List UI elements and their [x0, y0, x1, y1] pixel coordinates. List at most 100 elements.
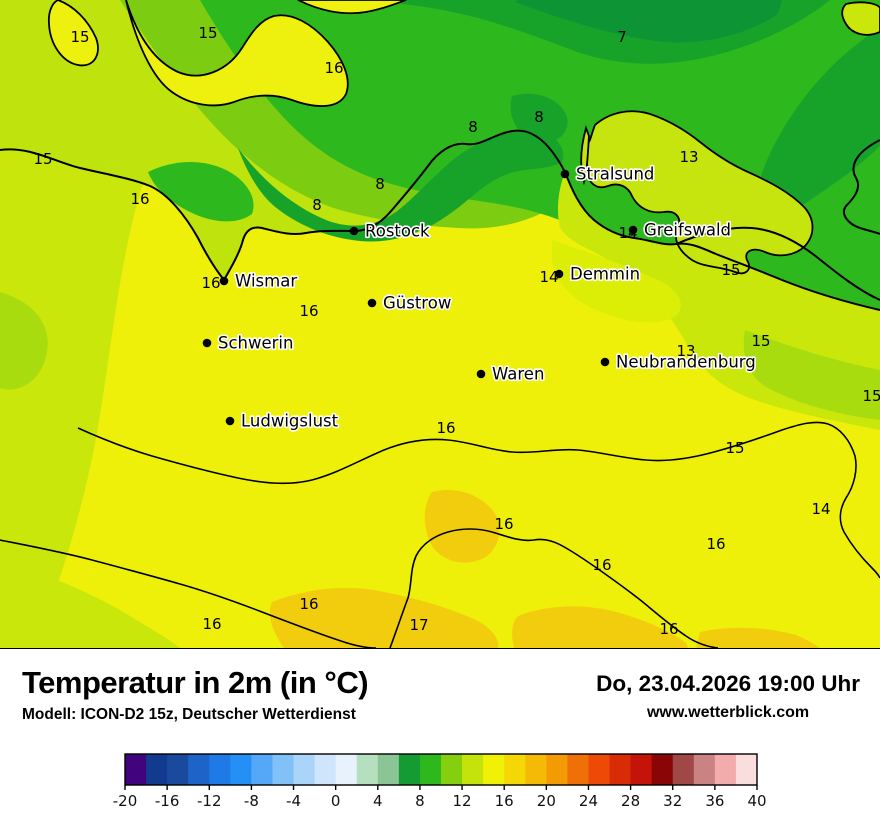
legend-tick-label: -16 [155, 792, 180, 810]
temp-value-label: 16 [324, 59, 343, 77]
boundary-line [842, 139, 880, 235]
legend-cell [462, 754, 484, 785]
city-dot [476, 369, 486, 379]
temperature-zone [424, 490, 500, 563]
temp-value-label: 7 [617, 28, 627, 46]
city-label: Demmin [570, 265, 640, 284]
temperature-values: 15 15167881315881614151416161315151615141… [33, 24, 880, 638]
legend-cell [630, 754, 653, 785]
legend-cell [441, 754, 463, 785]
city-dot [560, 169, 570, 179]
city-markers: Stralsund Rostock Greifswald Wismar Demmin Gü… [202, 163, 757, 432]
legend-tick-label: 36 [705, 792, 724, 810]
city-label: Ludwigslust [241, 412, 339, 431]
temp-value-label: 16 [494, 515, 513, 533]
legend-cell [293, 754, 316, 785]
city-label: Stralsund [576, 165, 654, 184]
legend-cell [672, 754, 695, 785]
temp-value-label: 16 [706, 535, 725, 553]
temperature-zone [510, 93, 568, 143]
temperature-regions [0, 0, 880, 648]
temperature-zone [47, 0, 99, 67]
map-canvas: 15 15167881315881614151416161315151615141… [0, 0, 880, 648]
legend-tick-label: 40 [747, 792, 766, 810]
temperature-zone [696, 627, 820, 648]
legend-cell [693, 754, 716, 785]
legend-tick-label: 12 [453, 792, 472, 810]
temperature-zone [0, 560, 180, 648]
city-dot [225, 416, 235, 426]
temp-value-label: 16 [299, 302, 318, 320]
temperature-zone [584, 110, 814, 275]
legend-cell [146, 754, 168, 785]
legend-cell [714, 754, 737, 785]
legend-tick-label: 20 [537, 792, 556, 810]
coastlines-and-borders [0, 129, 880, 648]
boundary-line [0, 539, 377, 648]
temperature-zone [841, 1, 880, 36]
legend-cell [651, 754, 674, 785]
temperature-zone [0, 292, 48, 390]
temperature-zone [297, 0, 407, 15]
temperature-zone [512, 606, 688, 648]
legend-cell [335, 754, 358, 785]
temperature-legend: -20 -16 -12 -8 -4 0 4 8 12 16 20 24 28 32 36 40 [113, 753, 767, 810]
legend-cell [483, 754, 505, 785]
legend-cell [588, 754, 611, 785]
legend-cell [230, 754, 252, 785]
temp-value-label: 14 [539, 268, 558, 286]
temp-value-label: 15 [721, 261, 740, 279]
legend-cell [209, 754, 231, 785]
boundary-line [564, 171, 880, 311]
legend-tick-label: 28 [621, 792, 640, 810]
temp-value-label: 8 [534, 108, 544, 126]
temperature-zone [552, 240, 681, 323]
temperature-zone [753, 28, 880, 236]
temp-value-label: 8 [312, 196, 322, 214]
city-label: Greifswald [644, 221, 731, 240]
temp-value-label: 16 [201, 274, 220, 292]
temp-value-label: 13 [676, 342, 695, 360]
temperature-zone [269, 587, 499, 648]
footer: Temperatur in 2m (in °C) Modell: ICON-D2… [0, 649, 880, 830]
temp-value-label: 16 [202, 615, 221, 633]
legend-cell [314, 754, 337, 785]
website-label: www.wetterblick.com [646, 704, 810, 721]
legend-tick-label: 0 [331, 792, 341, 810]
temp-value-label: 16 [130, 190, 149, 208]
temperature-zone [148, 161, 254, 222]
legend-cell [567, 754, 589, 785]
boundary-line [675, 226, 880, 301]
temperature-zone [743, 330, 880, 420]
temp-value-label: 16 [436, 419, 455, 437]
temperature-zone [238, 130, 564, 242]
legend-tick-label: 24 [579, 792, 598, 810]
temp-value-label: 16 [592, 556, 611, 574]
legend-cell [735, 754, 758, 785]
temp-value-label: 15 [751, 332, 770, 350]
legend-cell [356, 754, 379, 785]
temp-value-label: 13 [679, 148, 698, 166]
model-info: Modell: ICON-D2 15z, Deutscher Wetterdie… [22, 706, 356, 723]
city-dot [554, 269, 564, 279]
legend-cell [419, 754, 442, 785]
city-dot [628, 225, 638, 235]
legend-border [124, 753, 758, 786]
weather-map: 15 15 16 7 8 8 13 15 8 8 16 14 15 14 16 16 13 15 15 16 15 14 1… [0, 0, 880, 649]
boundary-line [389, 528, 719, 648]
legend-cell [377, 754, 400, 785]
legend-tick-label: -12 [197, 792, 222, 810]
city-label: Schwerin [218, 334, 293, 353]
city-label: Wismar [235, 272, 297, 291]
temp-value-label: 8 [468, 118, 478, 136]
legend-tick-label: 4 [373, 792, 383, 810]
city-dot [349, 226, 359, 236]
city-label: Neubrandenburg [616, 353, 756, 372]
temp-value-label: 8 [375, 175, 385, 193]
temp-value-label: 15 [862, 387, 880, 405]
legend-tick-label: -8 [244, 792, 259, 810]
map-title: Temperatur in 2m (in °C) [22, 665, 369, 700]
legend-cell [251, 754, 273, 785]
legend-cell [504, 754, 526, 785]
temp-value-label: 15 [33, 150, 52, 168]
